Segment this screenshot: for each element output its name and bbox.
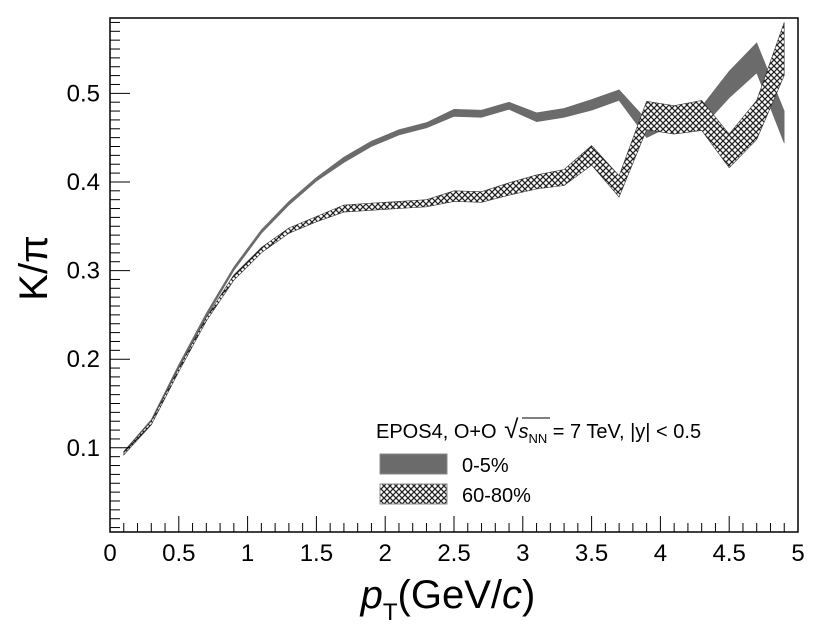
legend-header: EPOS4, O+O √sNN = 7 TeV, |y| < 0.5 (376, 414, 701, 446)
x-tick-label: 3 (516, 540, 529, 567)
legend: EPOS4, O+O √sNN = 7 TeV, |y| < 0.5 0-5% … (376, 414, 701, 507)
x-tick-label: 3.5 (575, 540, 608, 567)
legend-sqrt-sub: NN (528, 431, 547, 446)
series-band-peripheral (123, 22, 785, 456)
x-tick-label: 0 (103, 540, 116, 567)
y-axis-label: K/π (12, 235, 56, 300)
x-tick-label: 0.5 (162, 540, 195, 567)
x-tick-label: 2 (379, 540, 392, 567)
y-tick-label: 0.3 (67, 258, 100, 285)
legend-header-suffix: = 7 TeV, |y| < 0.5 (547, 421, 701, 443)
plot-area (110, 18, 798, 532)
x-axis-label: pT(GeV/c) (360, 573, 536, 626)
x-axis-label-var: p (360, 573, 383, 617)
legend-header-prefix: EPOS4, O+O (376, 421, 502, 443)
x-tick-label: 1.5 (300, 540, 333, 567)
data-bands (123, 22, 785, 456)
x-tick-label: 4.5 (713, 540, 746, 567)
legend-swatch-central (379, 453, 448, 475)
series-band-central (123, 42, 785, 456)
y-tick-label: 0.2 (67, 346, 100, 373)
x-tick-label: 2.5 (437, 540, 470, 567)
y-axis-ticks (110, 21, 130, 529)
y-axis-tick-labels: 0.1 0.2 0.3 0.4 0.5 (67, 80, 100, 461)
x-axis-label-units-open: (GeV/ (398, 573, 503, 617)
legend-entry-peripheral: 60-80% (462, 485, 531, 507)
y-tick-label: 0.4 (67, 169, 100, 196)
x-axis-tick-labels: 0 0.5 1 1.5 2 2.5 3 3.5 4 4.5 5 (103, 540, 804, 567)
y-tick-label: 0.5 (67, 80, 100, 107)
plot-frame (109, 17, 799, 533)
x-tick-label: 1 (241, 540, 254, 567)
x-axis-label-units-var: c (502, 573, 522, 617)
legend-sqrt-sign: √ (504, 414, 519, 444)
x-tick-label: 4 (654, 540, 667, 567)
legend-sqrt-var: s (518, 421, 528, 443)
x-axis-label-units-close: ) (522, 573, 535, 617)
legend-entry-central: 0-5% (462, 455, 509, 477)
x-axis-label-sub: T (383, 599, 398, 626)
x-axis-ticks (109, 516, 799, 532)
x-tick-label: 5 (791, 540, 804, 567)
y-tick-label: 0.1 (67, 435, 100, 462)
legend-swatch-peripheral (379, 483, 448, 505)
